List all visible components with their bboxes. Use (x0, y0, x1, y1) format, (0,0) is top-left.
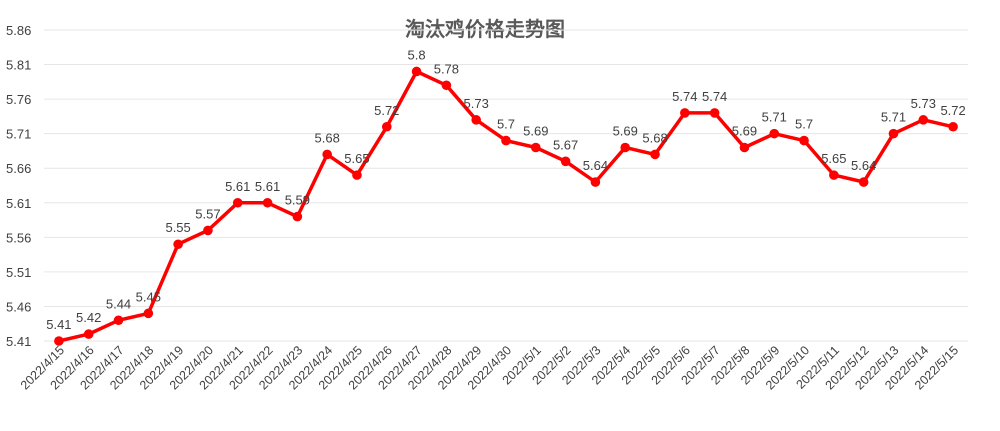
y-tick-label: 5.51 (6, 265, 31, 280)
data-label: 5.8 (408, 47, 426, 62)
data-point (650, 149, 660, 160)
data-point (858, 177, 869, 187)
data-point (680, 108, 690, 118)
data-label: 5.7 (497, 117, 515, 132)
data-point (620, 142, 631, 153)
x-axis-ticks: 2022/4/152022/4/162022/4/172022/4/182022… (18, 343, 961, 392)
y-axis-ticks: 5.41 5.46 5.51 5.56 5.61 5.66 5.71 5.76 5.81 5.86 (6, 23, 31, 349)
data-label: 5.57 (195, 206, 220, 221)
data-label: 5.65 (821, 151, 846, 166)
data-label: 5.45 (136, 289, 161, 304)
data-point (531, 142, 541, 153)
data-point (322, 149, 332, 160)
data-point (54, 336, 64, 346)
data-point (560, 156, 571, 167)
data-label: 5.69 (732, 123, 757, 138)
series-line-layer (54, 66, 958, 346)
y-tick-label: 5.61 (6, 196, 31, 211)
data-label: 5.74 (672, 89, 697, 104)
data-label: 5.68 (315, 130, 340, 145)
data-label: 5.71 (881, 110, 906, 125)
y-tick-label: 5.66 (6, 161, 31, 176)
y-tick-label: 5.81 (6, 58, 31, 73)
y-tick-label: 5.41 (6, 334, 31, 349)
y-tick-label: 5.56 (6, 230, 31, 245)
data-label: 5.72 (374, 103, 399, 118)
data-point (501, 135, 511, 146)
data-label: 5.73 (464, 96, 489, 111)
data-labels: 5.41 5.42 5.44 5.45 5.55 5.57 5.61 5.61 5.59 5.68… (46, 47, 966, 332)
data-point (888, 128, 899, 139)
data-point (590, 177, 601, 187)
data-point (143, 308, 154, 319)
data-label: 5.55 (165, 220, 190, 235)
data-point (948, 121, 958, 132)
chart-title: 淘汰鸡价格走势图 (405, 17, 565, 41)
data-label: 5.78 (434, 61, 459, 76)
data-label: 5.61 (225, 179, 250, 194)
gridlines (44, 29, 968, 342)
data-label: 5.67 (553, 137, 578, 152)
data-label: 5.72 (940, 103, 965, 118)
data-point (799, 135, 809, 146)
y-tick-label: 5.71 (6, 127, 31, 142)
data-point (769, 128, 780, 139)
data-label: 5.69 (613, 123, 638, 138)
data-point (739, 142, 750, 153)
data-point (441, 80, 452, 91)
data-label: 5.64 (583, 158, 608, 173)
data-label: 5.41 (46, 317, 71, 332)
data-label: 5.64 (851, 158, 876, 173)
data-label: 5.61 (255, 179, 280, 194)
data-point (411, 66, 422, 77)
data-point (381, 121, 392, 132)
data-point (829, 170, 839, 180)
data-label: 5.69 (523, 123, 548, 138)
data-label: 5.7 (795, 117, 813, 132)
data-point (709, 108, 720, 118)
data-label: 5.59 (285, 193, 310, 208)
data-point (352, 170, 362, 180)
data-label: 5.44 (106, 296, 131, 311)
data-label: 5.71 (762, 110, 787, 125)
data-point (113, 315, 124, 326)
data-point (292, 211, 303, 222)
y-tick-label: 5.76 (6, 92, 31, 107)
data-label: 5.42 (76, 310, 101, 325)
data-point (918, 115, 929, 125)
series-line (57, 69, 955, 343)
data-label: 5.68 (642, 130, 667, 145)
data-label: 5.74 (702, 89, 727, 104)
data-label: 5.65 (344, 151, 369, 166)
data-label: 5.73 (911, 96, 936, 111)
data-point (83, 329, 94, 339)
data-point (173, 239, 183, 250)
y-tick-label: 5.86 (6, 23, 31, 38)
data-point (471, 115, 481, 125)
data-point (203, 225, 213, 236)
y-tick-label: 5.46 (6, 299, 31, 314)
data-point (232, 197, 243, 208)
data-point (262, 197, 273, 208)
